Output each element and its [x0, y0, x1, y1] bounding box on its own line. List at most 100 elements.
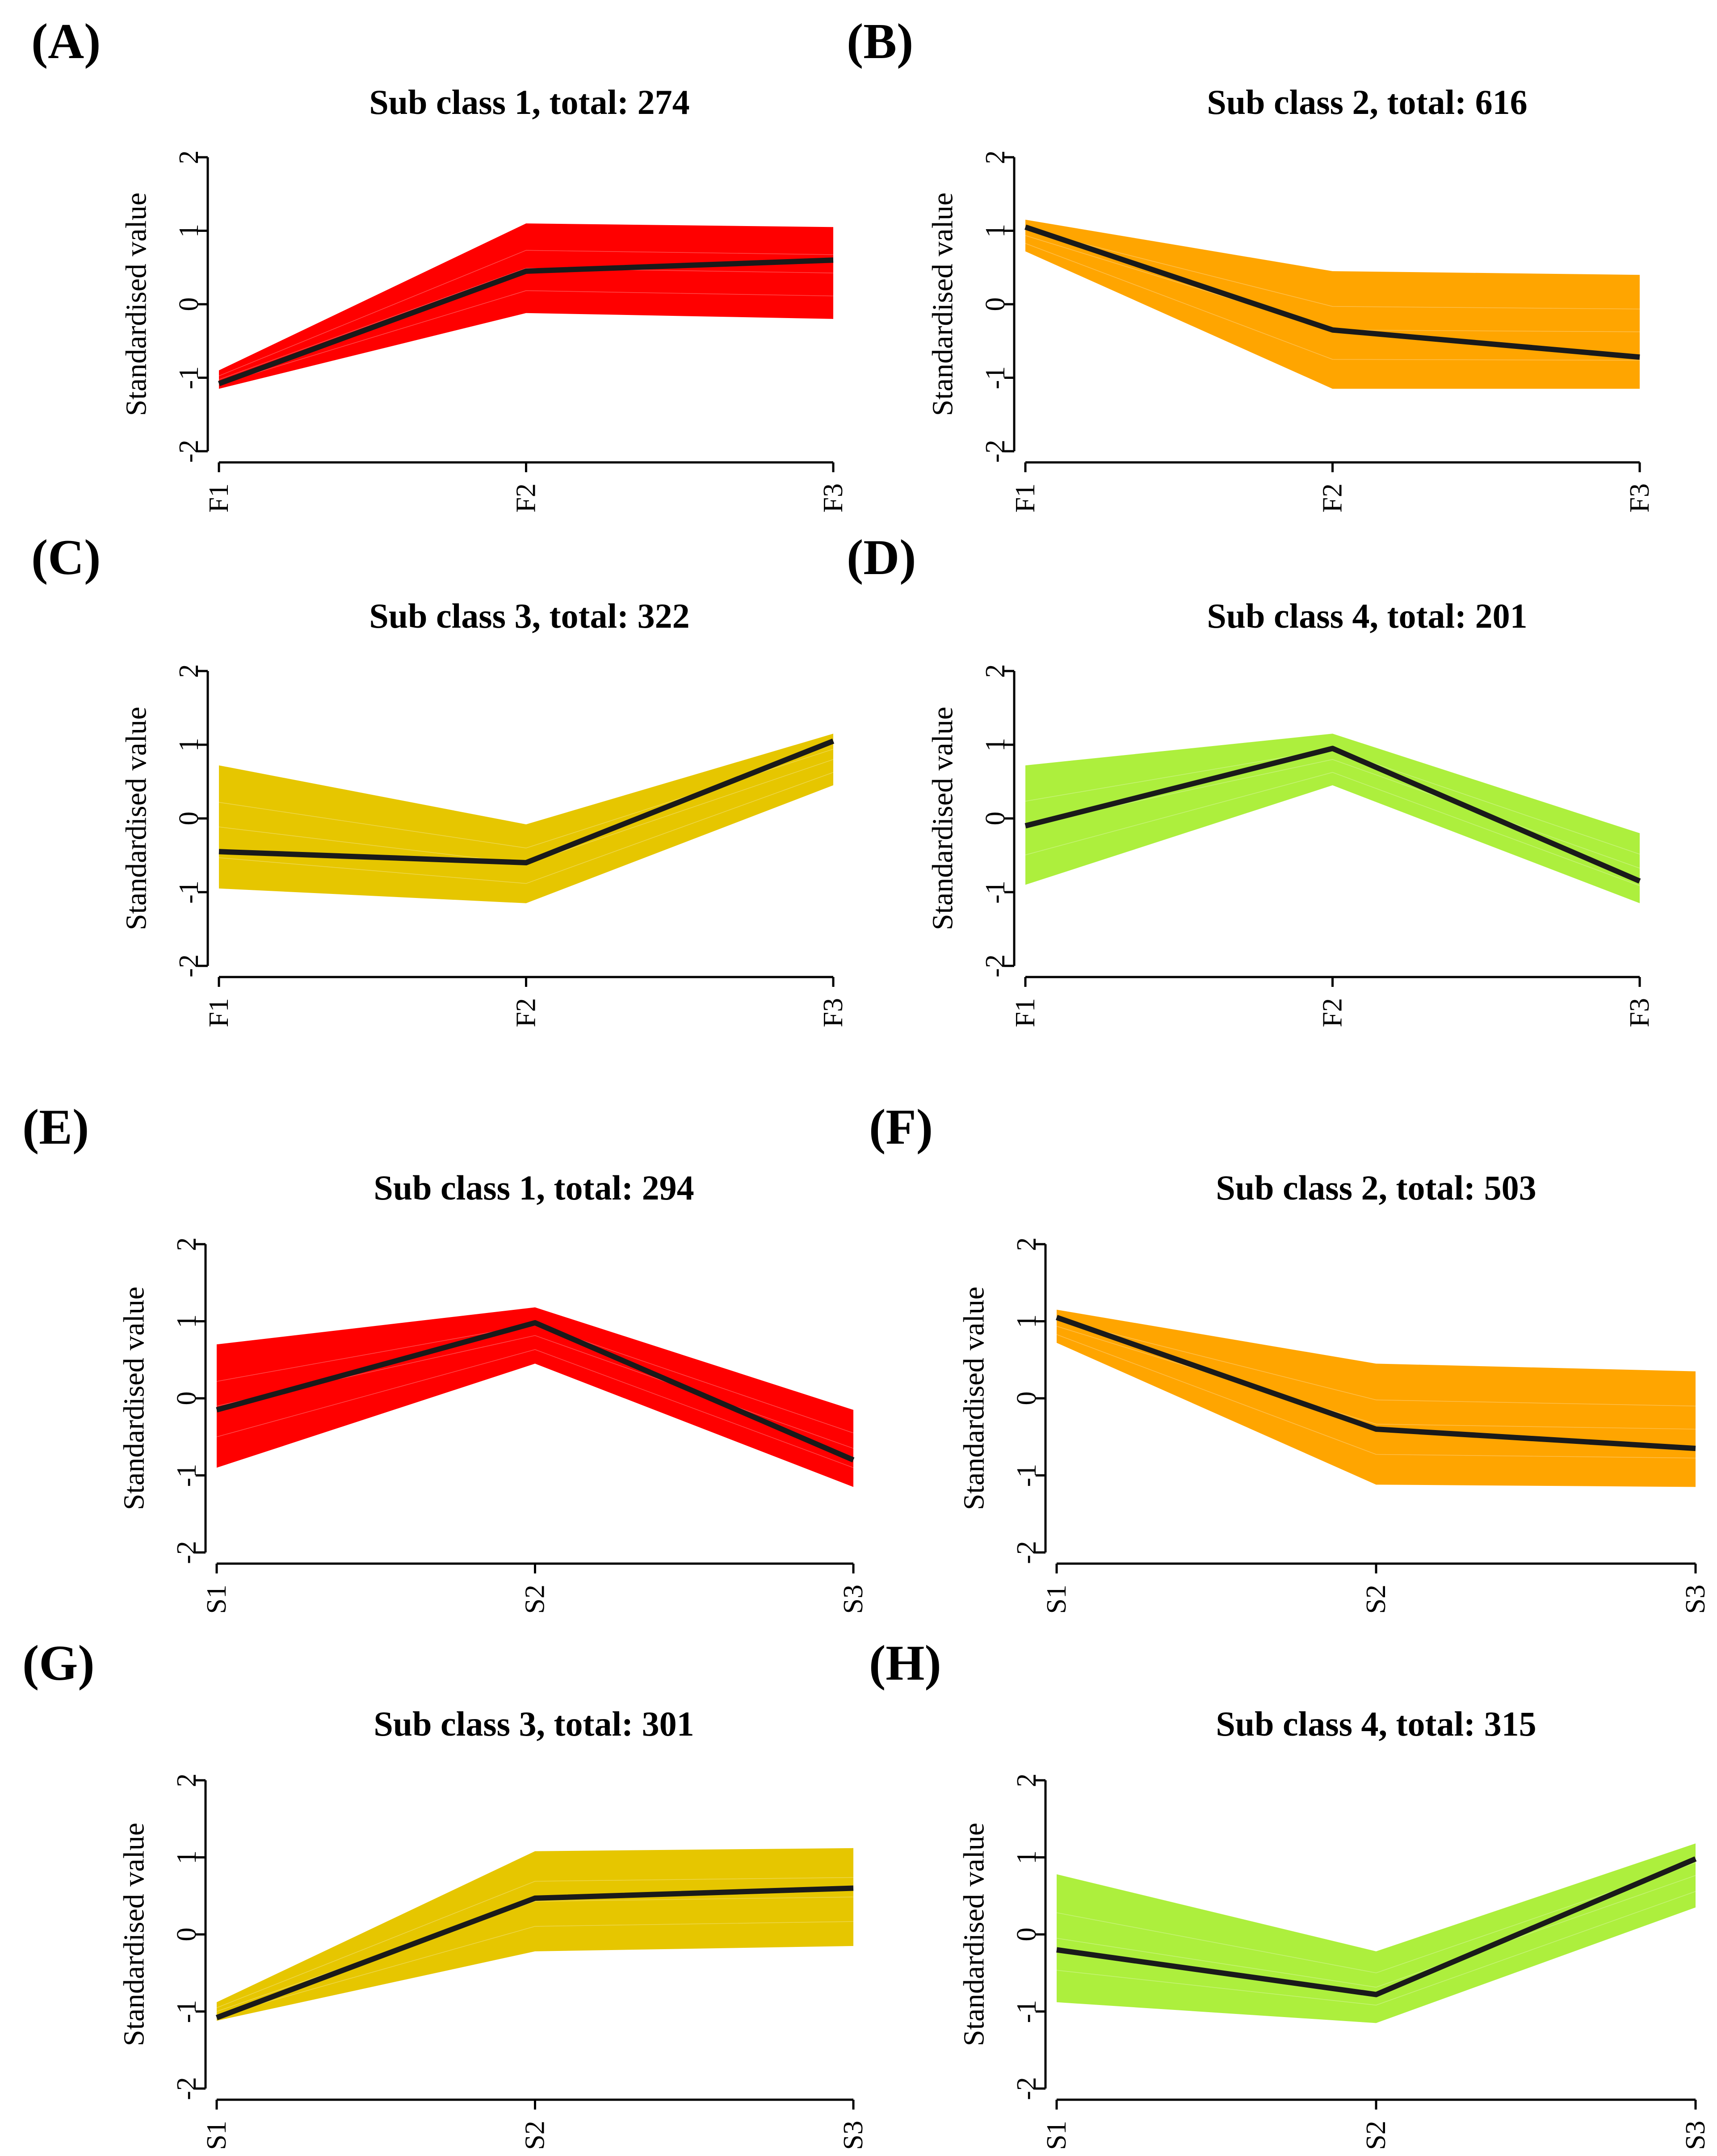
member-profile-line — [1025, 759, 1640, 869]
x-tick-label: F2 — [511, 998, 542, 1027]
chart-title: Sub class 2, total: 503 — [1216, 1168, 1536, 1207]
y-tick-label: -2 — [980, 440, 1011, 463]
x-tick-label: F1 — [204, 998, 234, 1027]
y-tick-label: 1 — [980, 738, 1011, 752]
y-tick-label: 0 — [174, 298, 204, 311]
y-tick-label: -2 — [1012, 2077, 1042, 2100]
panel-label: (H) — [869, 1636, 941, 1691]
y-tick-label: 1 — [172, 1850, 202, 1864]
x-tick-label: S1 — [1041, 2121, 1072, 2150]
x-tick-label: S3 — [1680, 1585, 1711, 1614]
centroid-line — [216, 1320, 855, 1463]
y-axis-title: Standardised value — [118, 1287, 151, 1510]
centroid-line — [215, 1885, 854, 2020]
x-tick-label: F2 — [1318, 483, 1348, 512]
x-tick-label: F3 — [818, 998, 848, 1027]
chart-title: Sub class 1, total: 294 — [374, 1168, 694, 1207]
x-tick-label: S3 — [1680, 2121, 1711, 2150]
x-tick-label: F2 — [511, 483, 542, 512]
x-tick-label: S2 — [1361, 1585, 1391, 1614]
panel-3: (C) Sub class 3, total: 322 -2 -1 0 1 2 F1 F2 F3 S… — [31, 530, 848, 1027]
series-band — [1057, 1309, 1696, 1487]
y-tick-label: 0 — [1012, 1392, 1042, 1405]
panel-6: (F) Sub class 2, total: 503 -2 -1 0 1 2 S1 S2 S3 S… — [869, 1099, 1711, 1614]
chart-title: Sub class 3, total: 301 — [374, 1704, 694, 1743]
centroid-line — [218, 738, 835, 865]
panel-7: (G) Sub class 3, total: 301 -2 -1 0 1 2 S1 S2 S3 S… — [22, 1636, 869, 2150]
panel-label: (F) — [869, 1099, 933, 1155]
y-axis-title: Standardised value — [958, 1823, 991, 2046]
chart-title: Sub class 4, total: 201 — [1207, 596, 1527, 635]
y-tick-label: 1 — [172, 1314, 202, 1328]
y-tick-label: 2 — [172, 1237, 202, 1251]
chart-title: Sub class 3, total: 322 — [369, 596, 689, 635]
y-tick-label: 0 — [980, 298, 1011, 311]
y-axis-title: Standardised value — [118, 1823, 151, 2046]
x-tick-label: S2 — [520, 1585, 550, 1614]
x-tick-label: S1 — [202, 2121, 232, 2150]
chart-title: Sub class 2, total: 616 — [1207, 83, 1527, 122]
y-tick-label: 2 — [980, 151, 1011, 164]
y-tick-label: -2 — [174, 440, 204, 463]
panel-label: (A) — [31, 14, 101, 69]
panel-label: (D) — [847, 530, 916, 585]
y-tick-label: -1 — [980, 366, 1011, 390]
y-tick-label: -1 — [172, 2000, 202, 2023]
x-tick-label: S3 — [838, 2121, 869, 2150]
y-tick-label: -1 — [174, 366, 204, 390]
chart-title: Sub class 4, total: 315 — [1216, 1704, 1536, 1743]
y-tick-label: 2 — [1012, 1237, 1042, 1251]
member-profile-line — [1056, 1891, 1696, 2006]
panel-1: (A) Sub class 1, total: 274 -2 -1 0 1 2 F1 F2 F3 S… — [31, 14, 848, 512]
series-band — [219, 223, 833, 389]
y-tick-label: 0 — [174, 812, 204, 826]
y-tick-label: 2 — [174, 151, 204, 164]
panel-label: (C) — [31, 530, 101, 585]
x-tick-label: S3 — [838, 1585, 869, 1614]
panel-label: (G) — [22, 1636, 95, 1691]
x-tick-label: F3 — [1625, 998, 1655, 1027]
centroid-line — [1024, 224, 1640, 360]
y-axis-title: Standardised value — [927, 193, 959, 416]
y-tick-label: 0 — [172, 1392, 202, 1405]
x-tick-label: F1 — [1010, 483, 1041, 512]
member-profile-line — [1025, 772, 1640, 886]
y-tick-label: 2 — [174, 664, 204, 678]
panel-label: (E) — [22, 1099, 89, 1155]
panel-label: (B) — [847, 14, 913, 69]
member-profile-line — [1056, 1319, 1696, 1407]
member-profile-line — [1056, 1334, 1696, 1459]
x-tick-label: S1 — [1041, 1585, 1072, 1614]
x-tick-label: F1 — [204, 483, 234, 512]
y-axis-title: Standardised value — [958, 1287, 991, 1510]
x-tick-label: F3 — [818, 483, 848, 512]
member-profile-line — [1056, 1862, 1696, 1973]
centroid-line — [1024, 746, 1641, 884]
y-tick-label: -1 — [1012, 2000, 1042, 2023]
x-tick-label: S1 — [202, 1585, 232, 1614]
x-tick-label: S2 — [1361, 2121, 1391, 2150]
y-tick-label: 0 — [980, 812, 1011, 826]
y-tick-label: 2 — [980, 664, 1011, 678]
y-axis-title: Standardised value — [120, 193, 153, 416]
y-tick-label: 1 — [980, 224, 1011, 238]
panel-2: (B) Sub class 2, total: 616 -2 -1 0 1 2 F1 F2 F3 S… — [847, 14, 1655, 512]
y-tick-label: 1 — [174, 738, 204, 752]
x-tick-label: F2 — [1318, 998, 1348, 1027]
y-tick-label: 1 — [1012, 1850, 1042, 1864]
y-axis-title: Standardised value — [120, 707, 153, 930]
centroid-line — [1056, 1315, 1696, 1451]
x-tick-label: F1 — [1010, 998, 1041, 1027]
y-tick-label: -1 — [980, 881, 1011, 904]
series-band — [219, 734, 833, 903]
member-profile-line — [218, 290, 834, 385]
y-tick-label: -2 — [174, 954, 204, 977]
member-profile-line — [218, 250, 834, 377]
y-tick-label: 2 — [172, 1774, 202, 1787]
y-tick-label: -1 — [174, 881, 204, 904]
x-tick-label: S2 — [520, 2121, 550, 2150]
series-band — [217, 1848, 853, 2021]
member-profile-line — [216, 1921, 854, 2017]
series-band — [1025, 219, 1640, 389]
